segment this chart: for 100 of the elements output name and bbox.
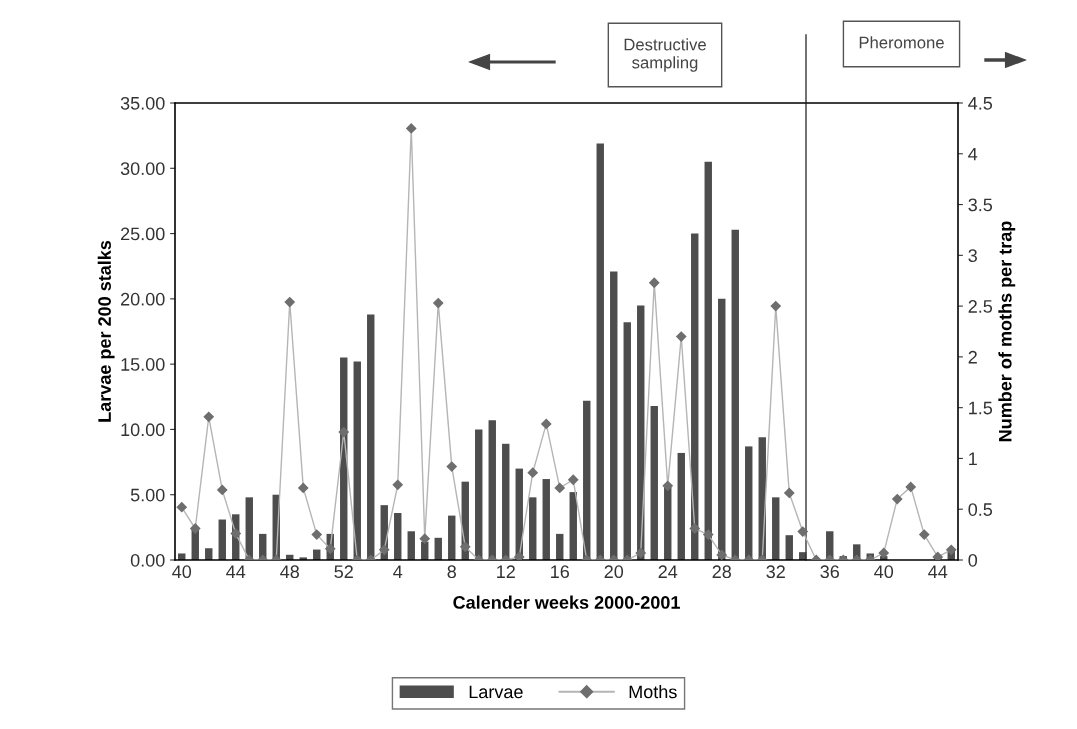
point — [541, 418, 552, 430]
x-tick-label: 40 — [874, 565, 894, 579]
bar — [596, 143, 604, 560]
point — [905, 481, 916, 492]
point — [919, 529, 930, 540]
bar — [677, 452, 685, 560]
y2-tick-label: 1.5 — [969, 401, 993, 415]
x-tick-label: 44 — [226, 565, 246, 578]
bar — [569, 492, 577, 560]
x-tick-label: 28 — [712, 565, 732, 579]
point — [716, 549, 727, 560]
y-tick-label: 20.00 — [121, 292, 165, 306]
bar — [448, 515, 456, 560]
y2-tick-label: 2.5 — [968, 300, 993, 313]
point — [649, 277, 660, 288]
bar — [610, 271, 618, 560]
point — [392, 479, 403, 490]
point — [784, 487, 795, 499]
y2-tick-label: 4 — [968, 147, 978, 161]
x-tick-label: 16 — [551, 565, 569, 579]
point — [460, 541, 471, 552]
point — [878, 547, 889, 559]
bar — [583, 400, 591, 560]
bar — [475, 429, 483, 560]
y2-tick-label: 0.5 — [968, 503, 993, 516]
bar — [623, 322, 631, 560]
bar — [704, 161, 712, 560]
point — [217, 484, 228, 496]
y-axis-title: Larvae per 200 stalks — [97, 240, 115, 422]
point — [770, 300, 781, 312]
point — [568, 474, 579, 485]
x-tick-label: 48 — [280, 565, 300, 579]
bar — [529, 497, 537, 560]
bar — [367, 314, 375, 560]
bar — [407, 531, 415, 560]
x-tick-label: 12 — [497, 565, 515, 578]
y-tick-label: 25.00 — [121, 227, 165, 241]
y2-tick-label: 2 — [968, 350, 977, 364]
legend-label: Larvae — [469, 685, 523, 699]
point — [176, 502, 187, 513]
y-tick-label: 35.00 — [120, 96, 165, 110]
y-tick-label: 30.00 — [120, 162, 165, 176]
point — [946, 544, 957, 555]
x-tick-label: 32 — [766, 565, 785, 579]
point — [797, 526, 808, 537]
point — [419, 533, 430, 544]
point — [514, 551, 525, 560]
y-tick-label: 15.00 — [121, 358, 165, 371]
point — [338, 426, 349, 438]
point — [190, 523, 201, 534]
point — [892, 493, 903, 505]
point — [554, 482, 565, 494]
y2-axis-title: Number of moths per trap — [998, 221, 1016, 442]
bar — [718, 298, 726, 560]
y2-tick-label: 3 — [968, 249, 977, 263]
x-tick-label: 44 — [928, 565, 948, 578]
point — [406, 123, 417, 134]
point — [932, 551, 943, 560]
point — [284, 296, 295, 308]
point — [230, 528, 241, 539]
bar — [542, 479, 550, 560]
point — [446, 461, 457, 472]
y2-tick-label: 4.5 — [968, 97, 993, 110]
point — [635, 547, 646, 559]
point — [527, 467, 538, 478]
point — [379, 544, 390, 555]
x-tick-label: 8 — [447, 565, 456, 579]
y-tick-label: 10.00 — [121, 423, 165, 437]
text: Destructive sampling — [624, 38, 706, 72]
text: Pheromone — [859, 36, 944, 49]
bar — [488, 420, 496, 560]
bar — [650, 405, 658, 560]
point — [676, 331, 687, 342]
legend-label: Moths — [629, 684, 677, 699]
y-tick-label: 0.00 — [130, 553, 165, 567]
y-tick-label: 5.00 — [130, 488, 165, 502]
bar — [556, 533, 564, 560]
y2-tick-label: 1 — [969, 452, 977, 465]
point — [325, 543, 336, 554]
bar — [502, 443, 510, 560]
bar — [218, 519, 226, 560]
point — [311, 529, 322, 540]
point — [703, 529, 714, 540]
x-tick-label: 4 — [393, 565, 403, 578]
x-axis-title: Calender weeks 2000-2001 — [453, 595, 680, 609]
y2-tick-label: 0 — [968, 553, 978, 567]
x-tick-label: 40 — [172, 565, 192, 579]
point — [203, 411, 214, 422]
x-tick-label: 52 — [334, 565, 353, 579]
bar — [394, 512, 402, 560]
bar — [785, 535, 793, 560]
bar — [353, 361, 361, 560]
bar — [745, 446, 753, 560]
y2-tick-label: 3.5 — [968, 198, 993, 212]
point — [662, 480, 673, 491]
point — [433, 297, 444, 309]
x-tick-label: 36 — [820, 565, 839, 579]
point — [298, 482, 309, 494]
x-tick-label: 24 — [658, 565, 678, 578]
point — [689, 523, 700, 534]
